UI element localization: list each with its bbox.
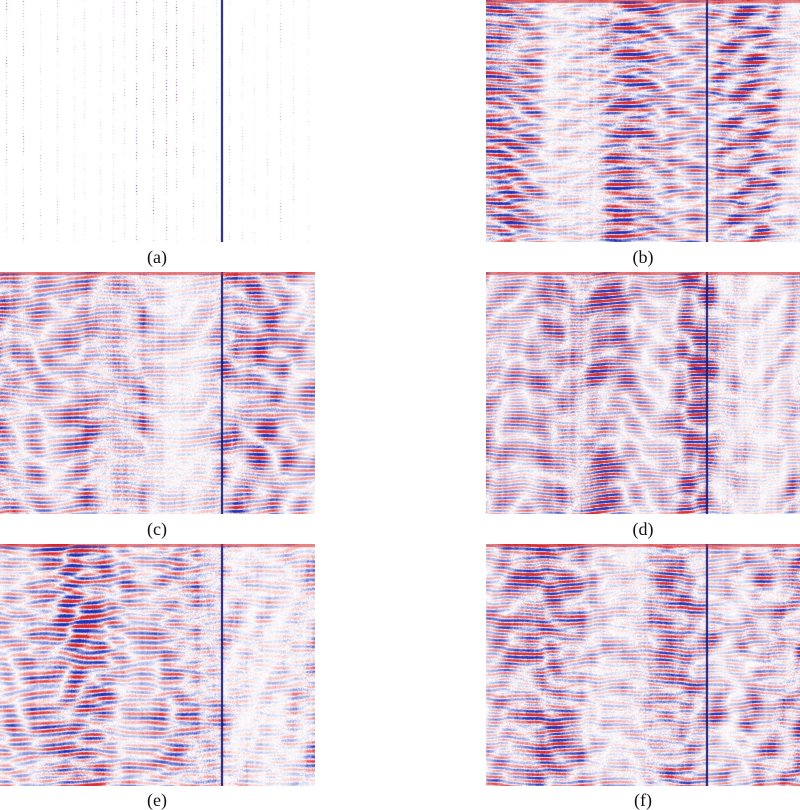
panel-c-image [0, 272, 315, 514]
panel-a [0, 0, 315, 242]
panel-b-image [486, 0, 800, 242]
panel-e [0, 544, 315, 786]
panel-a-caption: (a) [147, 247, 167, 267]
panel-f-caption: (f) [634, 790, 652, 810]
panel-b [486, 0, 800, 242]
panel-e-image [0, 544, 315, 786]
panel-d-caption: (d) [632, 519, 654, 539]
panel-c-caption: (c) [147, 519, 167, 539]
panel-d [486, 272, 800, 514]
panel-c [0, 272, 315, 514]
panel-a-image [0, 0, 315, 242]
panel-d-image [486, 272, 800, 514]
panel-b-caption: (b) [632, 247, 654, 267]
panel-f-image [486, 544, 800, 786]
panel-f [486, 544, 800, 786]
panel-e-caption: (e) [147, 790, 167, 810]
